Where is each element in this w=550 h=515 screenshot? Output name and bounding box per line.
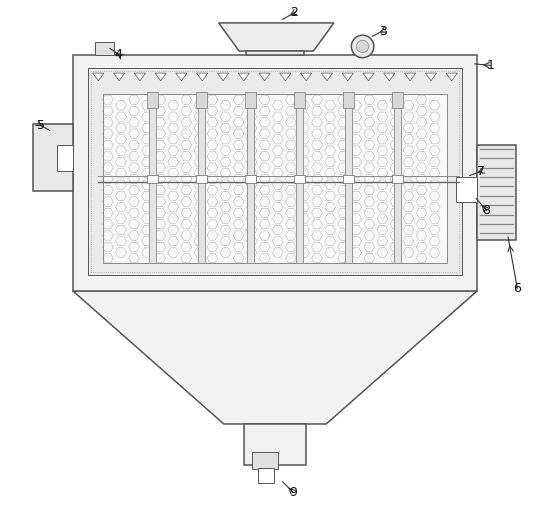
Bar (296, 94, 303, 263)
Bar (393, 92, 403, 108)
Bar (345, 94, 352, 263)
Polygon shape (321, 73, 333, 81)
Bar (294, 92, 305, 108)
Polygon shape (196, 73, 208, 81)
Bar (477, 145, 516, 239)
Polygon shape (92, 73, 104, 81)
Bar (247, 94, 254, 263)
Bar (394, 94, 401, 263)
Polygon shape (446, 73, 458, 81)
Text: 3: 3 (378, 25, 387, 38)
Circle shape (351, 35, 374, 58)
Bar (393, 175, 403, 183)
Text: 4: 4 (114, 48, 122, 61)
Polygon shape (219, 23, 334, 51)
Bar (252, 452, 278, 469)
Bar (343, 92, 354, 108)
Bar (73, 55, 477, 291)
Bar (343, 175, 354, 183)
Bar (196, 92, 207, 108)
Bar (33, 124, 73, 191)
Bar (88, 68, 462, 276)
Bar (147, 92, 157, 108)
Polygon shape (363, 73, 374, 81)
Polygon shape (280, 73, 291, 81)
Text: 5: 5 (37, 119, 45, 132)
Polygon shape (73, 291, 477, 424)
Bar (95, 42, 114, 55)
Bar (91, 71, 459, 272)
Polygon shape (384, 73, 395, 81)
Bar (198, 94, 205, 263)
Bar (196, 175, 207, 183)
Bar (257, 468, 274, 483)
Polygon shape (238, 73, 250, 81)
Text: 7: 7 (477, 165, 485, 178)
Polygon shape (404, 73, 416, 81)
Polygon shape (134, 73, 146, 81)
Bar (147, 175, 157, 183)
Circle shape (356, 40, 369, 53)
Bar (103, 94, 447, 263)
Text: 8: 8 (482, 204, 491, 217)
Bar (294, 175, 305, 183)
Polygon shape (113, 73, 125, 81)
Text: 1: 1 (486, 59, 494, 72)
Bar (149, 94, 156, 263)
Bar (244, 424, 306, 465)
Polygon shape (300, 73, 312, 81)
Bar (245, 92, 256, 108)
Text: 9: 9 (289, 486, 297, 499)
Bar (246, 51, 304, 55)
Bar (245, 175, 256, 183)
Polygon shape (176, 73, 187, 81)
Text: 6: 6 (513, 282, 521, 295)
Text: 2: 2 (290, 6, 299, 19)
Bar (57, 145, 73, 171)
Polygon shape (259, 73, 270, 81)
Bar (456, 177, 477, 202)
Polygon shape (425, 73, 437, 81)
Polygon shape (342, 73, 354, 81)
Polygon shape (217, 73, 229, 81)
Polygon shape (155, 73, 166, 81)
